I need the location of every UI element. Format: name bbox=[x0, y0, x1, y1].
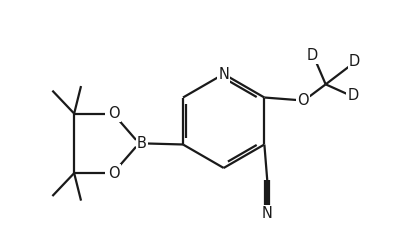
Text: O: O bbox=[108, 106, 119, 121]
Text: O: O bbox=[297, 93, 309, 108]
Text: D: D bbox=[349, 54, 360, 69]
Text: D: D bbox=[348, 88, 359, 103]
Text: B: B bbox=[137, 136, 147, 151]
Text: N: N bbox=[218, 67, 229, 82]
Text: N: N bbox=[262, 206, 273, 221]
Text: D: D bbox=[307, 48, 318, 63]
Text: O: O bbox=[108, 166, 119, 181]
